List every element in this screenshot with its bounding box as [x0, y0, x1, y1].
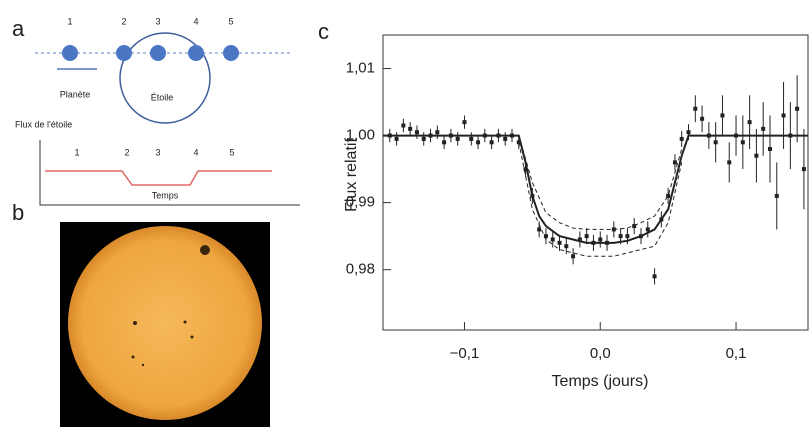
y-tick-label: 1,01: [346, 59, 375, 76]
data-point: [761, 126, 766, 131]
data-point: [537, 227, 542, 232]
flux-label: Flux de l'étoile: [15, 119, 72, 129]
data-point: [543, 234, 548, 239]
data-point: [774, 193, 779, 198]
position-label: 1: [67, 16, 72, 26]
data-point: [421, 136, 426, 141]
data-point: [632, 224, 637, 229]
x-tick-label: 0,0: [590, 345, 611, 362]
data-point: [754, 153, 759, 158]
data-point: [414, 130, 419, 135]
flux-curve: [45, 170, 272, 186]
data-point: [577, 237, 582, 242]
data-point: [788, 133, 793, 138]
sun: [68, 226, 262, 420]
data-point: [638, 234, 643, 239]
data-point: [625, 234, 630, 239]
data-point: [503, 136, 508, 141]
data-point: [734, 133, 739, 138]
data-point: [720, 113, 725, 118]
data-point: [387, 133, 392, 138]
data-point: [476, 140, 481, 145]
x-tick-label: −0,1: [450, 345, 480, 362]
curve-position-label: 2: [124, 147, 129, 157]
curve-position-label: 3: [155, 147, 160, 157]
data-point: [598, 237, 603, 242]
y-tick-label: 1,00: [346, 127, 375, 144]
panel-label: b: [12, 200, 24, 225]
data-point: [747, 120, 752, 125]
data-point: [672, 160, 677, 165]
data-point: [435, 130, 440, 135]
position-label: 5: [228, 16, 233, 26]
data-point: [591, 240, 596, 245]
data-point: [666, 193, 671, 198]
data-point: [706, 133, 711, 138]
data-point: [781, 113, 786, 118]
data-point: [489, 140, 494, 145]
data-point: [401, 123, 406, 128]
data-point: [530, 193, 535, 198]
data-point: [557, 240, 562, 245]
data-point: [455, 136, 460, 141]
data-point: [394, 136, 399, 141]
position-label: 2: [121, 16, 126, 26]
y-tick-label: 0,99: [346, 194, 375, 211]
x-axis-label: Temps (jours): [552, 373, 649, 390]
flux-axes: [39, 140, 300, 206]
y-axis-label: Flux relatif: [343, 138, 360, 212]
y-tick-label: 0,98: [346, 261, 375, 278]
data-point: [571, 254, 576, 259]
data-point: [713, 140, 718, 145]
data-point: [767, 146, 772, 151]
model-curve: [383, 134, 808, 244]
data-point: [679, 136, 684, 141]
data-point: [584, 234, 589, 239]
data-point: [700, 116, 705, 121]
panel-label: c: [318, 19, 329, 44]
data-point: [693, 106, 698, 111]
sun-spots: [131, 245, 210, 367]
model-bound: [518, 135, 683, 230]
panel-label: a: [12, 16, 25, 41]
position-label: 3: [155, 16, 160, 26]
data-point: [801, 167, 806, 172]
data-point: [686, 130, 691, 135]
data-point: [652, 274, 657, 279]
curve-position-label: 5: [229, 147, 234, 157]
data-point: [727, 160, 732, 165]
plot-frame: [382, 34, 809, 331]
data-point: [516, 140, 521, 145]
star-label: Étoile: [151, 92, 174, 102]
data-point: [605, 240, 610, 245]
star: [119, 32, 211, 124]
data-point: [645, 227, 650, 232]
position-label: 4: [193, 16, 198, 26]
x-tick-label: 0,1: [726, 345, 747, 362]
planet-positions: [62, 45, 239, 61]
curve-position-label: 4: [193, 147, 198, 157]
data-point: [550, 237, 555, 242]
data-point: [611, 227, 616, 232]
data-point: [442, 140, 447, 145]
curve-position-label: 1: [74, 147, 79, 157]
data-point: [795, 106, 800, 111]
data-point: [659, 217, 664, 222]
data-point: [496, 133, 501, 138]
time-label: Temps: [152, 190, 179, 200]
data-point: [564, 244, 569, 249]
data-point: [509, 133, 514, 138]
data-point: [523, 167, 528, 172]
data-point: [618, 234, 623, 239]
data-point: [469, 136, 474, 141]
data-point: [462, 120, 467, 125]
data-point: [448, 133, 453, 138]
data-point: [408, 126, 413, 131]
planet-label: Planète: [60, 89, 91, 99]
data-point: [428, 133, 433, 138]
data-point: [740, 140, 745, 145]
data-point: [482, 133, 487, 138]
